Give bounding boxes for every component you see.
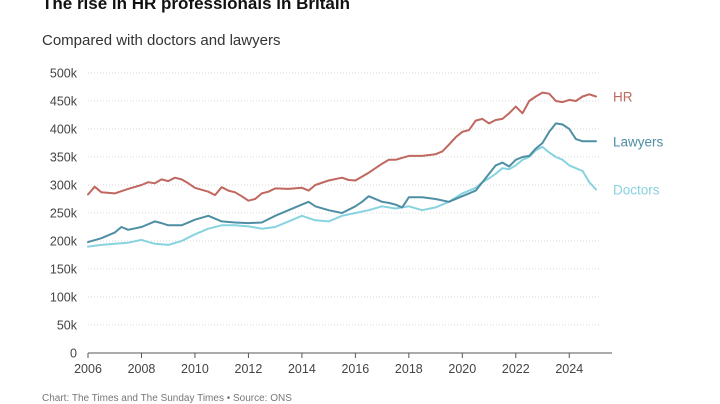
x-tick-label: 2008 <box>128 362 156 376</box>
y-tick-label: 450k <box>50 95 78 109</box>
y-tick-label: 100k <box>50 291 78 305</box>
y-tick-label: 200k <box>50 235 78 249</box>
x-axis: 2006 2008 2010 2012 2014 2016 2018 2020 2022 2024 <box>74 352 612 376</box>
y-tick-label: 50k <box>57 319 78 333</box>
chart-subtitle: Compared with doctors and lawyers <box>42 32 281 49</box>
y-tick-label: 400k <box>50 123 78 137</box>
x-tick-label: 2020 <box>448 362 476 376</box>
series-labels: HR Lawyers Doctors <box>613 90 664 198</box>
series-label-hr: HR <box>613 90 633 105</box>
series-label-doctors: Doctors <box>613 182 660 197</box>
y-tick-label: 500k <box>50 67 78 81</box>
series-line-lawyers <box>87 122 597 244</box>
y-tick-label: 300k <box>50 179 78 193</box>
x-tick-label: 2006 <box>74 362 102 376</box>
x-tick-label: 2010 <box>181 362 209 376</box>
series-line-doctors <box>87 145 597 248</box>
x-tick-label: 2016 <box>341 362 369 376</box>
y-tick-label: 250k <box>50 207 78 221</box>
series-line-hr <box>87 91 597 202</box>
series-label-lawyers: Lawyers <box>613 134 664 149</box>
y-tick-label: 150k <box>50 263 78 277</box>
y-tick-label: 350k <box>50 151 78 165</box>
x-tick-label: 2012 <box>235 362 263 376</box>
y-axis-tick-labels: 0 50k 100k 150k 200k 250k 300k 350k 400k 450k 500k <box>50 67 78 361</box>
x-tick-label: 2022 <box>502 362 530 376</box>
source-note: Chart: The Times and The Sunday Times • … <box>42 393 292 404</box>
x-tick-label: 2014 <box>288 362 316 376</box>
x-tick-label: 2024 <box>555 362 583 376</box>
series-lines <box>87 91 597 248</box>
y-tick-label: 0 <box>70 347 77 361</box>
chart-title: The rise in HR professionals in Britain <box>42 0 350 13</box>
x-tick-label: 2018 <box>395 362 423 376</box>
